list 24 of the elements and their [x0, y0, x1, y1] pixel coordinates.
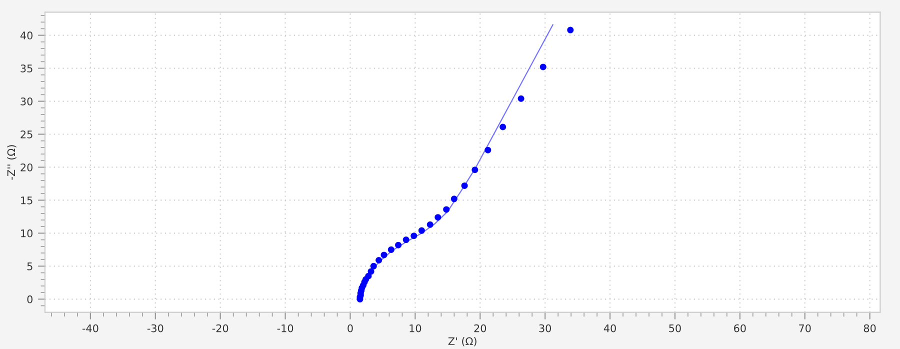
x-tick-label: 60 — [734, 324, 746, 332]
x-tick-label: 30 — [539, 324, 552, 332]
x-tick-label: 40 — [604, 324, 616, 332]
x-tick-label: -20 — [212, 324, 228, 332]
y-tick-label: 15 — [21, 196, 32, 204]
x-tick-label: 50 — [669, 324, 681, 332]
y-tick-label: 10 — [21, 229, 33, 238]
y-tick-label: 30 — [20, 97, 33, 106]
x-tick-label: -30 — [147, 324, 164, 332]
y-axis-title: -Z'' (Ω) — [7, 145, 16, 180]
x-tick-label: 80 — [864, 324, 876, 332]
y-tick-label: 5 — [27, 262, 32, 270]
x-tick-label: 10 — [410, 324, 422, 332]
x-tick-label: 70 — [799, 324, 811, 332]
x-tick-label: -10 — [277, 324, 294, 332]
y-tick-label: 40 — [20, 32, 33, 40]
y-tick-label: 25 — [20, 130, 32, 138]
x-tick-label: 0 — [348, 324, 353, 332]
y-tick-label: 35 — [20, 64, 32, 72]
y-tick-label: 0 — [27, 295, 33, 304]
x-tick-label: 20 — [474, 324, 486, 332]
x-axis-title: Z' (Ω) — [448, 337, 476, 346]
y-tick-label: 20 — [20, 163, 33, 172]
x-tick-label: -40 — [82, 324, 98, 332]
